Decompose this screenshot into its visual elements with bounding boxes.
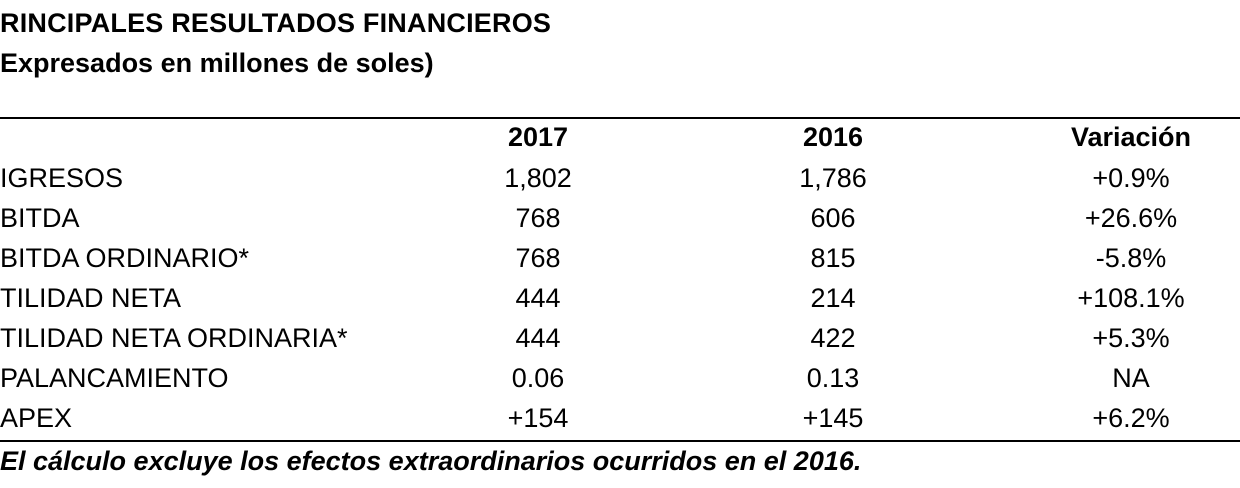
row-variation: +26.6% <box>1084 203 1178 233</box>
row-variation: +5.3% <box>1092 323 1170 353</box>
table-row: BITDA ORDINARIO* 768 815 -5.8% <box>0 238 1240 278</box>
row-value-2017: 444 <box>515 323 561 353</box>
row-label: BITDA <box>0 203 80 233</box>
row-label: TILIDAD NETA <box>0 283 182 313</box>
table-row: IGRESOS 1,802 1,786 +0.9% <box>0 158 1240 198</box>
row-value-2016: 0.13 <box>806 363 860 393</box>
row-value-2016: 214 <box>810 283 856 313</box>
table-row: TILIDAD NETA ORDINARIA* 444 422 +5.3% <box>0 318 1240 358</box>
table-header-row: 2017 2016 Variación <box>0 117 1240 157</box>
header-2017: 2017 <box>507 122 569 152</box>
row-variation: -5.8% <box>1095 243 1167 273</box>
row-variation: +6.2% <box>1092 403 1170 433</box>
row-variation: +0.9% <box>1092 163 1170 193</box>
page-subtitle: Expresados en millones de soles) <box>0 48 434 78</box>
row-value-2017: 444 <box>515 283 561 313</box>
row-label: TILIDAD NETA ORDINARIA* <box>0 323 348 353</box>
row-value-2016: +145 <box>802 403 864 433</box>
row-value-2016: 606 <box>810 203 856 233</box>
row-value-2016: 422 <box>810 323 856 353</box>
header-variacion: Variación <box>1070 122 1192 152</box>
row-value-2017: 0.06 <box>511 363 565 393</box>
row-value-2016: 1,786 <box>799 163 867 193</box>
row-value-2017: +154 <box>507 403 569 433</box>
footnote: El cálculo excluye los efectos extraordi… <box>0 446 862 476</box>
table-row: APEX +154 +145 +6.2% <box>0 398 1240 438</box>
table-top-rule <box>0 117 1240 119</box>
row-value-2017: 768 <box>515 243 561 273</box>
header-2016: 2016 <box>802 122 864 152</box>
page-title: RINCIPALES RESULTADOS FINANCIEROS <box>0 8 552 38</box>
row-label: IGRESOS <box>0 163 124 193</box>
row-variation: +108.1% <box>1077 283 1185 313</box>
table-row: TILIDAD NETA 444 214 +108.1% <box>0 278 1240 318</box>
row-value-2016: 815 <box>810 243 856 273</box>
table-row: PALANCAMIENTO 0.06 0.13 NA <box>0 358 1240 398</box>
table-row: BITDA 768 606 +26.6% <box>0 198 1240 238</box>
row-label: APEX <box>0 403 73 433</box>
row-variation: NA <box>1112 363 1150 393</box>
row-label: PALANCAMIENTO <box>0 363 229 393</box>
row-value-2017: 768 <box>515 203 561 233</box>
row-label: BITDA ORDINARIO* <box>0 243 250 273</box>
row-value-2017: 1,802 <box>504 163 572 193</box>
table-bottom-rule <box>0 440 1240 442</box>
